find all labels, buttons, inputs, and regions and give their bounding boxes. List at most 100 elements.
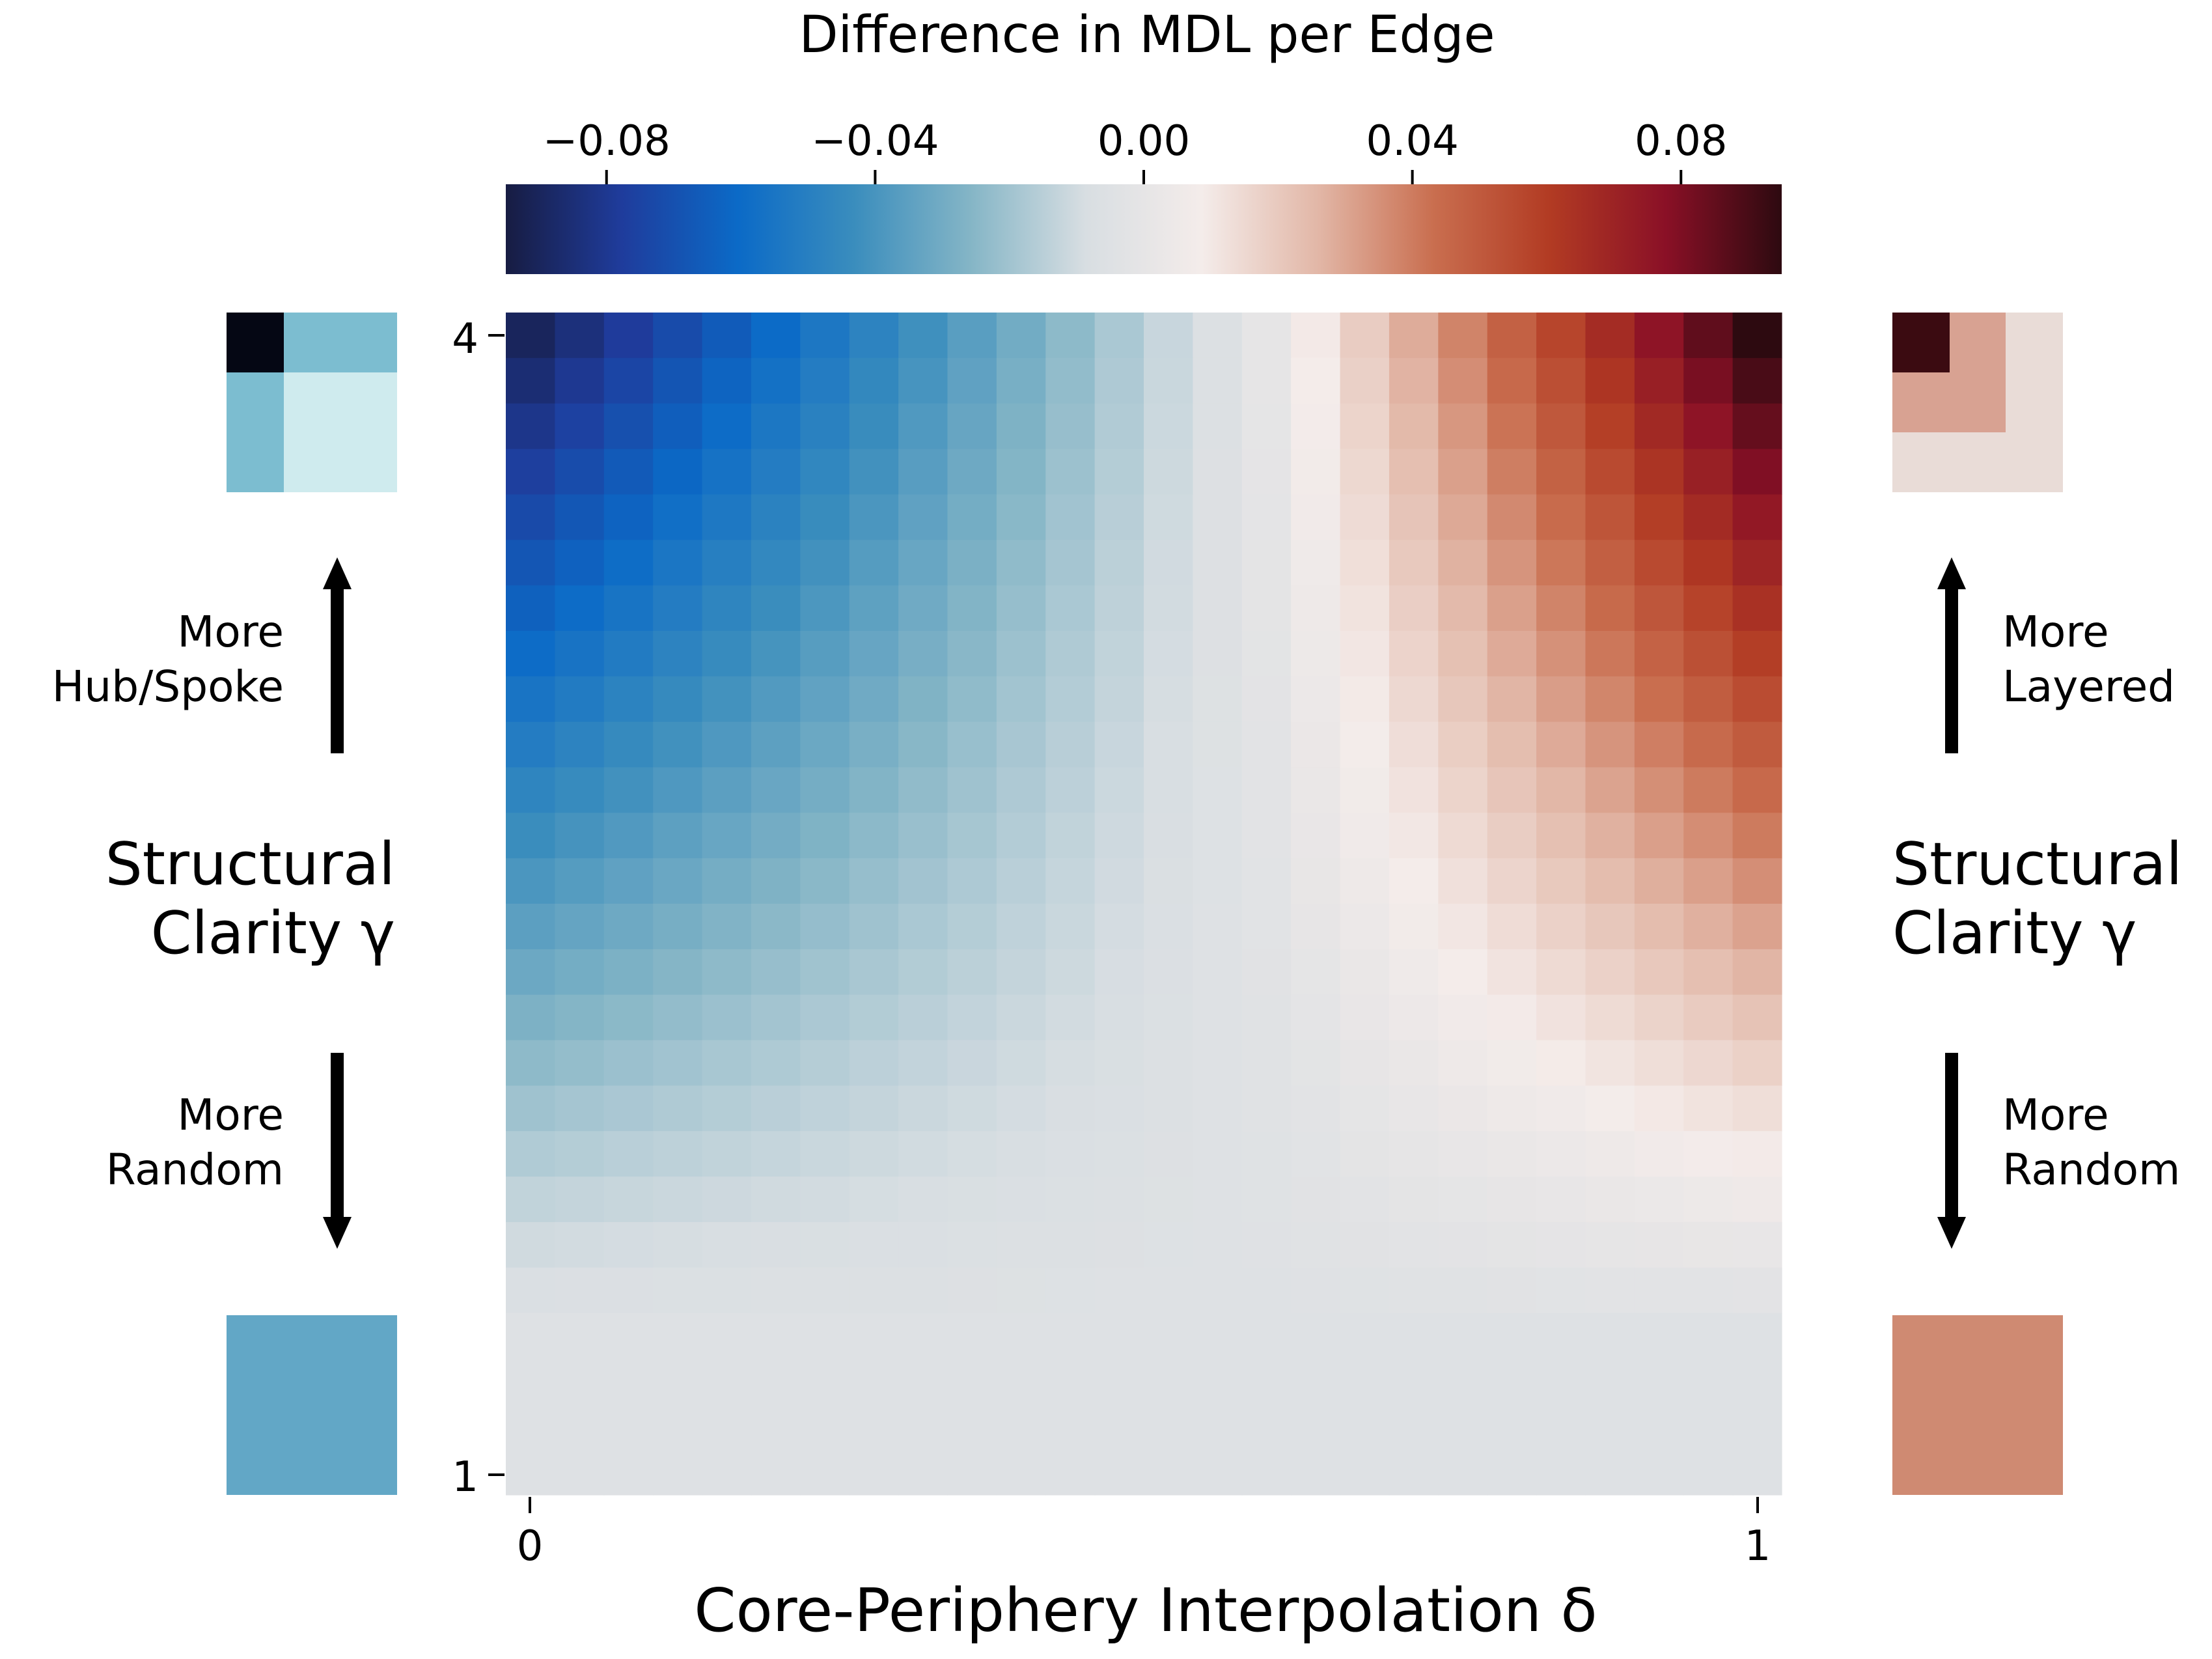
heatmap-cell: [898, 1221, 948, 1268]
heatmap-cell: [1241, 1313, 1292, 1359]
heatmap-cell: [1045, 494, 1096, 540]
heatmap-cell: [898, 494, 948, 540]
heatmap-cell: [800, 1267, 850, 1314]
heatmap-cell: [1144, 813, 1193, 859]
left-axis-label-2: Clarity γ: [151, 899, 395, 968]
heatmap-cell: [1683, 630, 1734, 677]
heatmap-cell: [1340, 1131, 1390, 1177]
heatmap-cell: [1487, 1313, 1537, 1359]
heatmap-cell: [1585, 1221, 1635, 1268]
right-panel: More Layered Structural Clarity γ More R…: [1892, 313, 2182, 1495]
random-matrix-icon-left: [227, 1315, 397, 1495]
heatmap-cell: [603, 403, 654, 450]
heatmap-cell: [1094, 1221, 1144, 1268]
heatmap-cell: [702, 1131, 752, 1177]
heatmap-cell: [1634, 1404, 1684, 1450]
heatmap-cell: [506, 494, 555, 540]
heatmap-cell: [1045, 1085, 1096, 1132]
heatmap-cell: [555, 858, 605, 904]
heatmap-cell: [947, 676, 997, 723]
heatmap-cell: [1438, 540, 1488, 586]
heatmap-cell: [1389, 630, 1439, 677]
left-panel: More Hub/Spoke Structural Clarity γ More…: [52, 313, 397, 1495]
heatmap-cell: [898, 1404, 948, 1450]
heatmap-cell: [1683, 1177, 1734, 1223]
heatmap-cell: [751, 494, 801, 540]
heatmap-cell: [1193, 1177, 1243, 1223]
heatmap-cell: [751, 1404, 801, 1450]
heatmap-cell: [555, 1131, 605, 1177]
heatmap-cell: [506, 904, 555, 950]
heatmap-cell: [1536, 403, 1586, 450]
heatmap-cell: [1094, 949, 1144, 996]
heatmap-cell: [1389, 949, 1439, 996]
heatmap-cell: [1487, 1131, 1537, 1177]
heatmap-cell: [555, 949, 605, 996]
heatmap-cell: [1094, 540, 1144, 586]
heatmap-cell: [1193, 1449, 1243, 1496]
heatmap-cell: [1340, 949, 1390, 996]
heatmap-cell: [751, 1131, 801, 1177]
heatmap-cell: [751, 1449, 801, 1496]
heatmap-cell: [1291, 949, 1341, 996]
heatmap-cell: [506, 585, 555, 632]
heatmap-cell: [800, 357, 850, 404]
colorbar-title: Difference in MDL per Edge: [799, 6, 1495, 64]
heatmap-cell: [1438, 767, 1488, 813]
heatmap-cell: [751, 813, 801, 859]
heatmap-cell: [849, 449, 899, 495]
heatmap-cell: [849, 994, 899, 1041]
heatmap-cell: [1634, 630, 1684, 677]
heatmap-cell: [751, 357, 801, 404]
matrix-cell: [227, 372, 284, 492]
heatmap-cell: [1389, 994, 1439, 1041]
heatmap-cell: [947, 1267, 997, 1314]
heatmap-cell: [1045, 1131, 1096, 1177]
heatmap-cell: [1438, 313, 1488, 359]
heatmap-cell: [1487, 813, 1537, 859]
heatmap-cell: [1634, 767, 1684, 813]
heatmap-cell: [800, 767, 850, 813]
heatmap-cell: [1536, 1358, 1586, 1404]
heatmap-cell: [1683, 994, 1734, 1041]
heatmap-cell: [751, 1177, 801, 1223]
heatmap-cell: [653, 949, 703, 996]
heatmap-cell: [506, 1221, 555, 1268]
heatmap-cell: [1193, 313, 1243, 359]
heatmap-cell: [1340, 1085, 1390, 1132]
heatmap-cell: [1193, 1085, 1243, 1132]
heatmap-cell: [702, 721, 752, 768]
x-axis: 0 1 Core-Periphery Interpolation δ: [517, 1497, 1771, 1645]
heatmap-cell: [1045, 1040, 1096, 1086]
heatmap-cell: [1487, 585, 1537, 632]
heatmap-cell: [506, 630, 555, 677]
colorbar-tick-label: 0.04: [1366, 117, 1459, 165]
arrow-down-head: [1937, 1217, 1966, 1249]
heatmap-cell: [800, 494, 850, 540]
heatmap-cell: [1291, 1267, 1341, 1314]
heatmap-cell: [849, 1131, 899, 1177]
heatmap-cell: [849, 858, 899, 904]
heatmap-cell: [506, 313, 555, 359]
heatmap: [506, 313, 1782, 1496]
heatmap-cell: [996, 1177, 1046, 1223]
heatmap-cell: [1732, 585, 1782, 632]
heatmap-cell: [1241, 313, 1292, 359]
colorbar-tick-label: −0.04: [811, 117, 939, 165]
heatmap-cell: [1094, 1040, 1144, 1086]
heatmap-cell: [702, 494, 752, 540]
heatmap-cell: [1144, 1040, 1193, 1086]
heatmap-cell: [1585, 1267, 1635, 1314]
heatmap-cell: [1634, 1358, 1684, 1404]
heatmap-cell: [1193, 767, 1243, 813]
heatmap-cell: [1340, 721, 1390, 768]
heatmap-cell: [1144, 357, 1193, 404]
heatmap-cell: [555, 813, 605, 859]
heatmap-cell: [1241, 1040, 1292, 1086]
heatmap-cell: [603, 1131, 654, 1177]
heatmap-cell: [1241, 858, 1292, 904]
heatmap-cell: [800, 813, 850, 859]
heatmap-cell: [555, 449, 605, 495]
heatmap-cell: [1634, 1040, 1684, 1086]
heatmap-cell: [1732, 357, 1782, 404]
